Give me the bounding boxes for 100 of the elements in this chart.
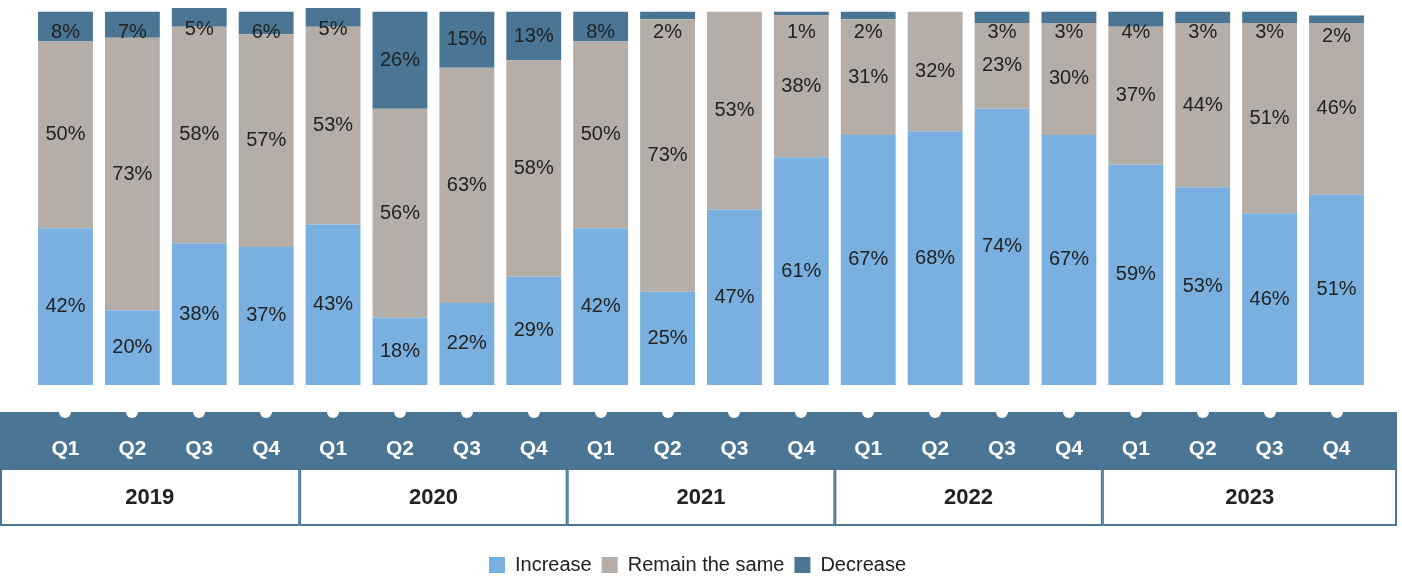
data-label: 8% bbox=[586, 20, 616, 43]
x-tick-label: Q1 bbox=[319, 436, 348, 460]
data-label: 67% bbox=[1048, 247, 1090, 270]
bar bbox=[640, 11, 695, 20]
data-label: 20% bbox=[112, 335, 153, 358]
data-label: 53% bbox=[313, 113, 354, 136]
data-label: 73% bbox=[112, 161, 153, 184]
bar bbox=[640, 291, 695, 385]
bar bbox=[506, 60, 562, 277]
data-label: 51% bbox=[1249, 105, 1290, 128]
bar bbox=[840, 134, 896, 385]
text: 2023 bbox=[1225, 484, 1275, 510]
data-label: 67% bbox=[848, 247, 889, 270]
bar bbox=[707, 11, 762, 210]
x-tick-label: Q1 bbox=[586, 436, 615, 460]
x-tick-label: Q4 bbox=[1322, 436, 1351, 460]
x-tick-label: Q4 bbox=[252, 436, 281, 460]
data-label: 68% bbox=[915, 245, 956, 268]
data-label: 3% bbox=[1255, 20, 1285, 43]
bar bbox=[1041, 134, 1097, 385]
data-label: 31% bbox=[848, 64, 889, 87]
bar bbox=[372, 317, 428, 385]
bar bbox=[707, 209, 762, 385]
x-tick-label: Q3 bbox=[452, 436, 481, 460]
data-label: 23% bbox=[982, 53, 1023, 76]
data-label: 44% bbox=[1182, 92, 1223, 115]
data-label: 42% bbox=[580, 294, 621, 317]
data-label: 43% bbox=[313, 292, 354, 315]
legend-label: Remain the same bbox=[627, 552, 785, 575]
data-label: 3% bbox=[987, 20, 1017, 43]
data-label: 3% bbox=[1054, 20, 1084, 43]
data-label: 13% bbox=[513, 23, 554, 46]
bar bbox=[372, 108, 428, 318]
x-tick-label: Q2 bbox=[118, 436, 147, 460]
bar bbox=[1242, 11, 1298, 23]
data-label: 4% bbox=[1121, 20, 1151, 43]
x-tick-label: Q2 bbox=[1188, 436, 1217, 460]
bar bbox=[372, 11, 428, 109]
data-label: 1% bbox=[786, 20, 817, 43]
bar bbox=[1175, 22, 1231, 188]
data-label: 46% bbox=[1249, 286, 1290, 309]
data-label: 3% bbox=[1188, 20, 1218, 43]
data-label: 58% bbox=[179, 122, 220, 145]
bar bbox=[1041, 11, 1097, 23]
data-label: 50% bbox=[45, 122, 86, 145]
data-label: 63% bbox=[446, 172, 488, 195]
bar bbox=[907, 131, 963, 385]
bar bbox=[104, 37, 160, 311]
bar bbox=[573, 41, 629, 229]
bar bbox=[305, 224, 361, 385]
bar bbox=[640, 19, 695, 292]
bar bbox=[1242, 213, 1298, 385]
bar bbox=[1242, 22, 1298, 214]
data-label: 42% bbox=[45, 294, 86, 317]
data-label: 37% bbox=[246, 303, 287, 326]
bar bbox=[38, 228, 93, 385]
data-label: 22% bbox=[446, 331, 488, 354]
x-tick-label: Q3 bbox=[1255, 436, 1284, 460]
bar bbox=[439, 302, 495, 385]
bar bbox=[1309, 194, 1364, 385]
data-label: 32% bbox=[915, 58, 956, 81]
bar bbox=[1309, 15, 1364, 23]
bar bbox=[907, 11, 963, 132]
legend-label: Increase bbox=[514, 552, 592, 575]
bar bbox=[840, 19, 896, 135]
data-label: 50% bbox=[580, 122, 621, 145]
data-label: 53% bbox=[1182, 273, 1223, 296]
bar bbox=[1108, 164, 1164, 385]
bar bbox=[1175, 11, 1231, 23]
legend-label: Decrease bbox=[820, 552, 907, 575]
bar bbox=[238, 246, 294, 385]
data-label: 2% bbox=[1322, 23, 1352, 46]
data-label: 73% bbox=[647, 142, 688, 165]
x-tick-label: Q2 bbox=[653, 436, 682, 460]
data-label: 47% bbox=[714, 284, 755, 307]
data-label: 57% bbox=[246, 128, 287, 151]
bar bbox=[1108, 26, 1164, 165]
x-tick-label: Q4 bbox=[787, 436, 816, 460]
bar bbox=[439, 11, 495, 68]
data-label: 37% bbox=[1115, 83, 1157, 106]
data-label: 38% bbox=[781, 73, 822, 96]
data-label: 26% bbox=[379, 47, 421, 70]
text: 2021 bbox=[676, 484, 726, 510]
x-tick-label: Q1 bbox=[854, 436, 883, 460]
x-tick-label: Q3 bbox=[720, 436, 749, 460]
bar bbox=[974, 108, 1030, 385]
x-tick-label: Q3 bbox=[988, 436, 1017, 460]
data-label: 8% bbox=[51, 20, 81, 43]
data-label: 29% bbox=[513, 318, 554, 341]
text: 2020 bbox=[408, 484, 458, 510]
bar bbox=[974, 11, 1030, 23]
x-tick-label: Q1 bbox=[1121, 436, 1151, 460]
data-label: 58% bbox=[513, 156, 554, 179]
bar bbox=[104, 310, 160, 385]
data-label: 56% bbox=[379, 200, 421, 223]
x-tick-label: Q4 bbox=[519, 436, 549, 460]
x-tick-label: Q3 bbox=[185, 436, 214, 460]
bar bbox=[506, 276, 562, 385]
data-label: 15% bbox=[446, 27, 488, 50]
bar bbox=[773, 15, 829, 158]
